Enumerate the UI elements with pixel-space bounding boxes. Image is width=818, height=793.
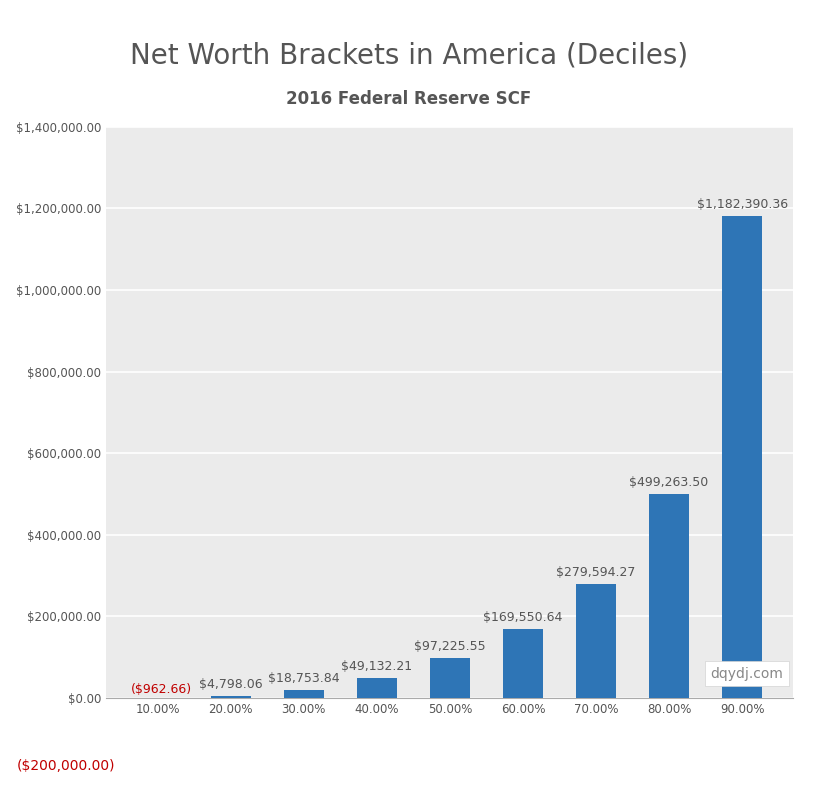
Bar (284, 690, 324, 698)
Bar (649, 494, 690, 698)
Text: ($962.66): ($962.66) (131, 683, 192, 695)
Text: dqydj.com: dqydj.com (710, 667, 783, 680)
Bar (722, 216, 762, 698)
Bar (503, 629, 543, 698)
Text: $4,798.06: $4,798.06 (199, 678, 263, 691)
Text: $169,550.64: $169,550.64 (483, 611, 563, 624)
Text: ($200,000.00): ($200,000.00) (16, 759, 115, 773)
Bar (357, 678, 397, 698)
Bar (429, 658, 470, 698)
Text: $279,594.27: $279,594.27 (556, 566, 636, 579)
Bar (210, 696, 251, 698)
Text: Net Worth Brackets in America (Deciles): Net Worth Brackets in America (Deciles) (130, 41, 688, 70)
Bar (576, 584, 616, 698)
Text: $18,753.84: $18,753.84 (268, 672, 339, 685)
Text: $49,132.21: $49,132.21 (341, 660, 412, 673)
Text: $1,182,390.36: $1,182,390.36 (697, 197, 788, 211)
Text: $97,225.55: $97,225.55 (414, 640, 486, 653)
Text: 2016 Federal Reserve SCF: 2016 Federal Reserve SCF (286, 90, 532, 108)
Text: $499,263.50: $499,263.50 (630, 477, 708, 489)
